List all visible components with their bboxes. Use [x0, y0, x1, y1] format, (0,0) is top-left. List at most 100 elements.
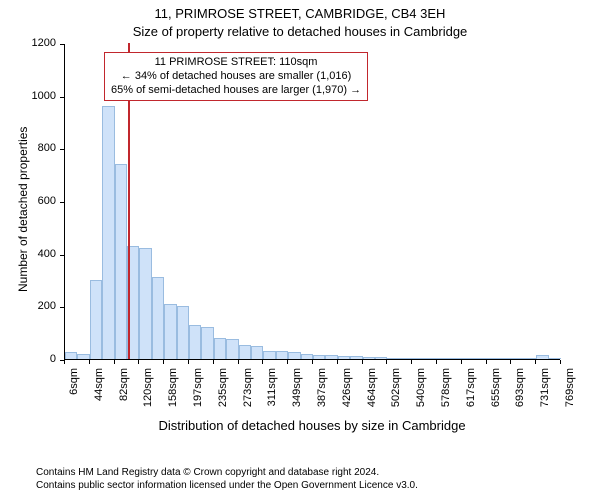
x-tick-mark	[535, 360, 536, 364]
x-tick-mark	[560, 360, 561, 364]
histogram-bar	[102, 106, 114, 359]
histogram-bar	[276, 351, 288, 359]
y-tick-label: 600	[0, 195, 56, 207]
histogram-bar	[325, 355, 337, 359]
x-tick-mark	[486, 360, 487, 364]
x-tick-mark	[312, 360, 313, 364]
y-tick-mark	[60, 44, 64, 45]
x-tick-mark	[337, 360, 338, 364]
x-tick-label: 387sqm	[316, 368, 328, 418]
histogram-bar	[189, 325, 201, 359]
y-tick-label: 800	[0, 142, 56, 154]
histogram-bar	[338, 356, 350, 359]
x-axis-label: Distribution of detached houses by size …	[64, 418, 560, 433]
histogram-bar	[499, 358, 511, 359]
footer: Contains HM Land Registry data © Crown c…	[36, 466, 418, 492]
y-tick-mark	[60, 255, 64, 256]
histogram-bar	[511, 358, 523, 359]
y-tick-label: 400	[0, 248, 56, 260]
x-tick-label: 540sqm	[415, 368, 427, 418]
x-tick-mark	[287, 360, 288, 364]
x-tick-label: 6sqm	[68, 368, 80, 418]
histogram-bar	[474, 358, 486, 359]
histogram-bar	[350, 356, 362, 359]
x-tick-label: 502sqm	[390, 368, 402, 418]
x-tick-mark	[386, 360, 387, 364]
y-tick-label: 1200	[0, 37, 56, 49]
x-tick-mark	[89, 360, 90, 364]
x-tick-label: 158sqm	[167, 368, 179, 418]
histogram-bar	[387, 358, 399, 359]
x-tick-mark	[163, 360, 164, 364]
histogram-bar	[313, 355, 325, 359]
histogram-bar	[425, 358, 437, 359]
histogram-bar	[239, 345, 251, 359]
histogram-bar	[400, 358, 412, 359]
histogram-bar	[139, 248, 151, 359]
histogram-bar	[214, 338, 226, 359]
y-tick-label: 200	[0, 300, 56, 312]
x-tick-label: 273sqm	[242, 368, 254, 418]
histogram-bar	[412, 358, 424, 359]
x-tick-label: 464sqm	[366, 368, 378, 418]
x-tick-label: 693sqm	[514, 368, 526, 418]
x-tick-label: 44sqm	[93, 368, 105, 418]
histogram-bar	[363, 357, 375, 359]
histogram-bar	[164, 304, 176, 359]
histogram-bar	[201, 327, 213, 359]
callout-line-1: 11 PRIMROSE STREET: 110sqm	[111, 56, 361, 70]
x-tick-mark	[238, 360, 239, 364]
footer-line-1: Contains HM Land Registry data © Crown c…	[36, 466, 418, 479]
y-tick-mark	[60, 149, 64, 150]
histogram-bar	[487, 358, 499, 359]
histogram-bar	[301, 354, 313, 359]
histogram-bar	[288, 352, 300, 359]
x-tick-mark	[64, 360, 65, 364]
y-tick-label: 0	[0, 353, 56, 365]
callout-box: 11 PRIMROSE STREET: 110sqm ← 34% of deta…	[104, 52, 368, 101]
y-tick-label: 1000	[0, 90, 56, 102]
histogram-bar	[115, 164, 127, 359]
page-title: 11, PRIMROSE STREET, CAMBRIDGE, CB4 3EH	[0, 0, 600, 22]
x-tick-mark	[436, 360, 437, 364]
x-tick-mark	[510, 360, 511, 364]
histogram-bar	[90, 280, 102, 359]
histogram-bar	[263, 351, 275, 359]
x-tick-mark	[262, 360, 263, 364]
histogram-bar	[226, 339, 238, 359]
histogram-bar	[524, 358, 536, 359]
x-tick-label: 82sqm	[118, 368, 130, 418]
x-tick-mark	[213, 360, 214, 364]
x-tick-label: 426sqm	[341, 368, 353, 418]
histogram-bar	[549, 358, 561, 359]
x-tick-mark	[411, 360, 412, 364]
y-tick-mark	[60, 307, 64, 308]
histogram-bar	[462, 358, 474, 359]
x-tick-label: 617sqm	[465, 368, 477, 418]
histogram-bar	[536, 355, 548, 359]
histogram-bar	[77, 354, 89, 359]
x-tick-mark	[138, 360, 139, 364]
callout-line-3: 65% of semi-detached houses are larger (…	[111, 84, 361, 98]
x-tick-label: 120sqm	[142, 368, 154, 418]
histogram-bar	[449, 358, 461, 359]
x-tick-label: 769sqm	[564, 368, 576, 418]
footer-line-2: Contains public sector information licen…	[36, 479, 418, 492]
x-tick-label: 197sqm	[192, 368, 204, 418]
x-tick-label: 578sqm	[440, 368, 452, 418]
y-tick-mark	[60, 202, 64, 203]
x-tick-label: 655sqm	[490, 368, 502, 418]
histogram-bar	[152, 277, 164, 359]
x-tick-mark	[461, 360, 462, 364]
x-tick-mark	[114, 360, 115, 364]
histogram-bar	[251, 346, 263, 359]
histogram-bar	[375, 357, 387, 359]
x-tick-mark	[188, 360, 189, 364]
x-tick-label: 731sqm	[539, 368, 551, 418]
x-tick-mark	[362, 360, 363, 364]
histogram-bar	[177, 306, 189, 359]
histogram-bar	[437, 358, 449, 359]
page-subtitle: Size of property relative to detached ho…	[0, 24, 600, 39]
histogram-bar	[65, 352, 77, 359]
x-tick-label: 311sqm	[266, 368, 278, 418]
